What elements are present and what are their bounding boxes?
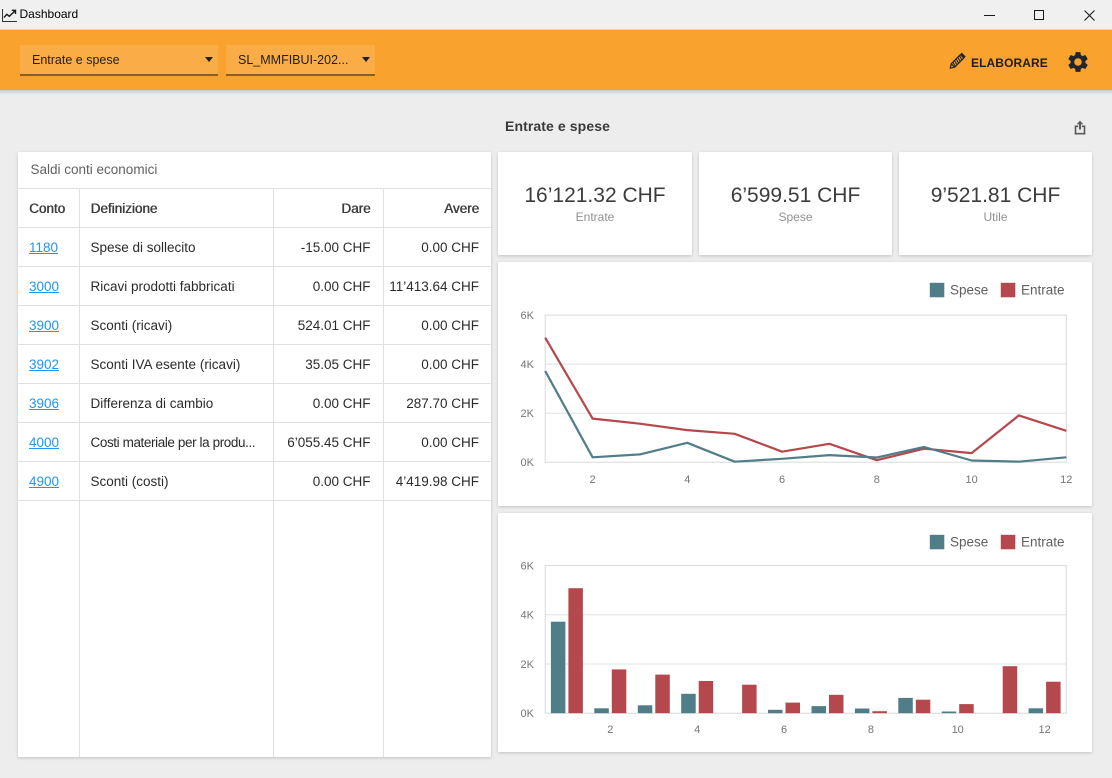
svg-text:4: 4	[684, 474, 690, 486]
svg-text:Entrate: Entrate	[1021, 283, 1065, 298]
svg-text:4K: 4K	[521, 610, 535, 622]
svg-text:Spese: Spese	[950, 283, 988, 298]
svg-text:6: 6	[779, 474, 785, 486]
svg-text:6K: 6K	[521, 560, 535, 572]
svg-text:8: 8	[868, 724, 874, 736]
svg-text:Spese: Spese	[950, 535, 988, 550]
svg-text:2K: 2K	[521, 408, 535, 420]
svg-text:0K: 0K	[521, 457, 535, 469]
svg-text:2K: 2K	[521, 659, 535, 671]
svg-text:2: 2	[607, 724, 613, 736]
svg-text:12: 12	[1038, 724, 1050, 736]
svg-text:Entrate: Entrate	[1021, 535, 1065, 550]
svg-text:6K: 6K	[521, 310, 535, 322]
svg-text:8: 8	[874, 474, 880, 486]
svg-text:4K: 4K	[521, 359, 535, 371]
svg-text:10: 10	[965, 474, 977, 486]
svg-text:6: 6	[781, 724, 787, 736]
svg-text:10: 10	[952, 724, 964, 736]
svg-text:2: 2	[590, 474, 596, 486]
svg-text:4: 4	[694, 724, 700, 736]
svg-text:12: 12	[1060, 474, 1072, 486]
svg-text:0K: 0K	[521, 708, 535, 720]
